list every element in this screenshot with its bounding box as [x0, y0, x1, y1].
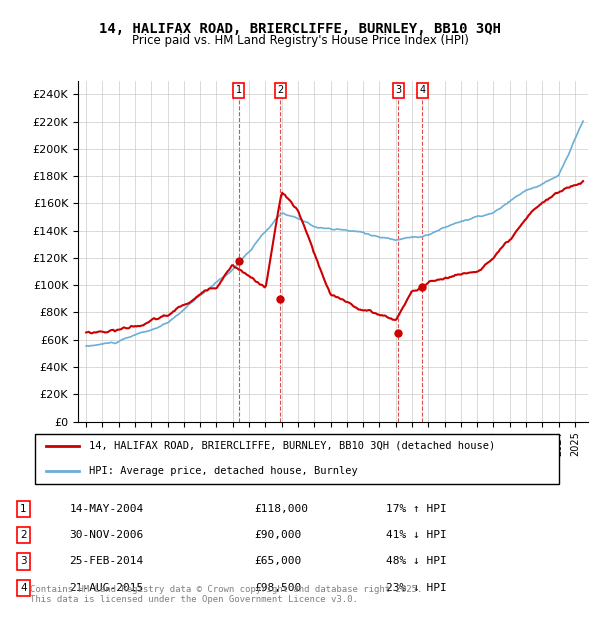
Text: £90,000: £90,000: [254, 530, 301, 540]
Text: 2: 2: [277, 85, 283, 95]
Text: HPI: Average price, detached house, Burnley: HPI: Average price, detached house, Burn…: [89, 466, 358, 476]
Text: 41% ↓ HPI: 41% ↓ HPI: [386, 530, 447, 540]
Text: 4: 4: [20, 583, 27, 593]
Text: £98,500: £98,500: [254, 583, 301, 593]
Text: 3: 3: [20, 557, 27, 567]
Text: 23% ↓ HPI: 23% ↓ HPI: [386, 583, 447, 593]
Text: Contains HM Land Registry data © Crown copyright and database right 2025.
This d: Contains HM Land Registry data © Crown c…: [30, 585, 422, 604]
Text: 14, HALIFAX ROAD, BRIERCLIFFE, BURNLEY, BB10 3QH (detached house): 14, HALIFAX ROAD, BRIERCLIFFE, BURNLEY, …: [89, 441, 496, 451]
Text: 1: 1: [236, 85, 242, 95]
Text: 30-NOV-2006: 30-NOV-2006: [70, 530, 144, 540]
Text: 3: 3: [395, 85, 401, 95]
Text: Price paid vs. HM Land Registry's House Price Index (HPI): Price paid vs. HM Land Registry's House …: [131, 34, 469, 47]
Text: £65,000: £65,000: [254, 557, 301, 567]
Text: 4: 4: [419, 85, 425, 95]
Text: 17% ↑ HPI: 17% ↑ HPI: [386, 504, 447, 514]
Text: 1: 1: [20, 504, 27, 514]
Text: £118,000: £118,000: [254, 504, 308, 514]
Text: 14-MAY-2004: 14-MAY-2004: [70, 504, 144, 514]
FancyBboxPatch shape: [35, 434, 559, 484]
Text: 14, HALIFAX ROAD, BRIERCLIFFE, BURNLEY, BB10 3QH: 14, HALIFAX ROAD, BRIERCLIFFE, BURNLEY, …: [99, 22, 501, 36]
Text: 25-FEB-2014: 25-FEB-2014: [70, 557, 144, 567]
Text: 2: 2: [20, 530, 27, 540]
Text: 21-AUG-2015: 21-AUG-2015: [70, 583, 144, 593]
Text: 48% ↓ HPI: 48% ↓ HPI: [386, 557, 447, 567]
